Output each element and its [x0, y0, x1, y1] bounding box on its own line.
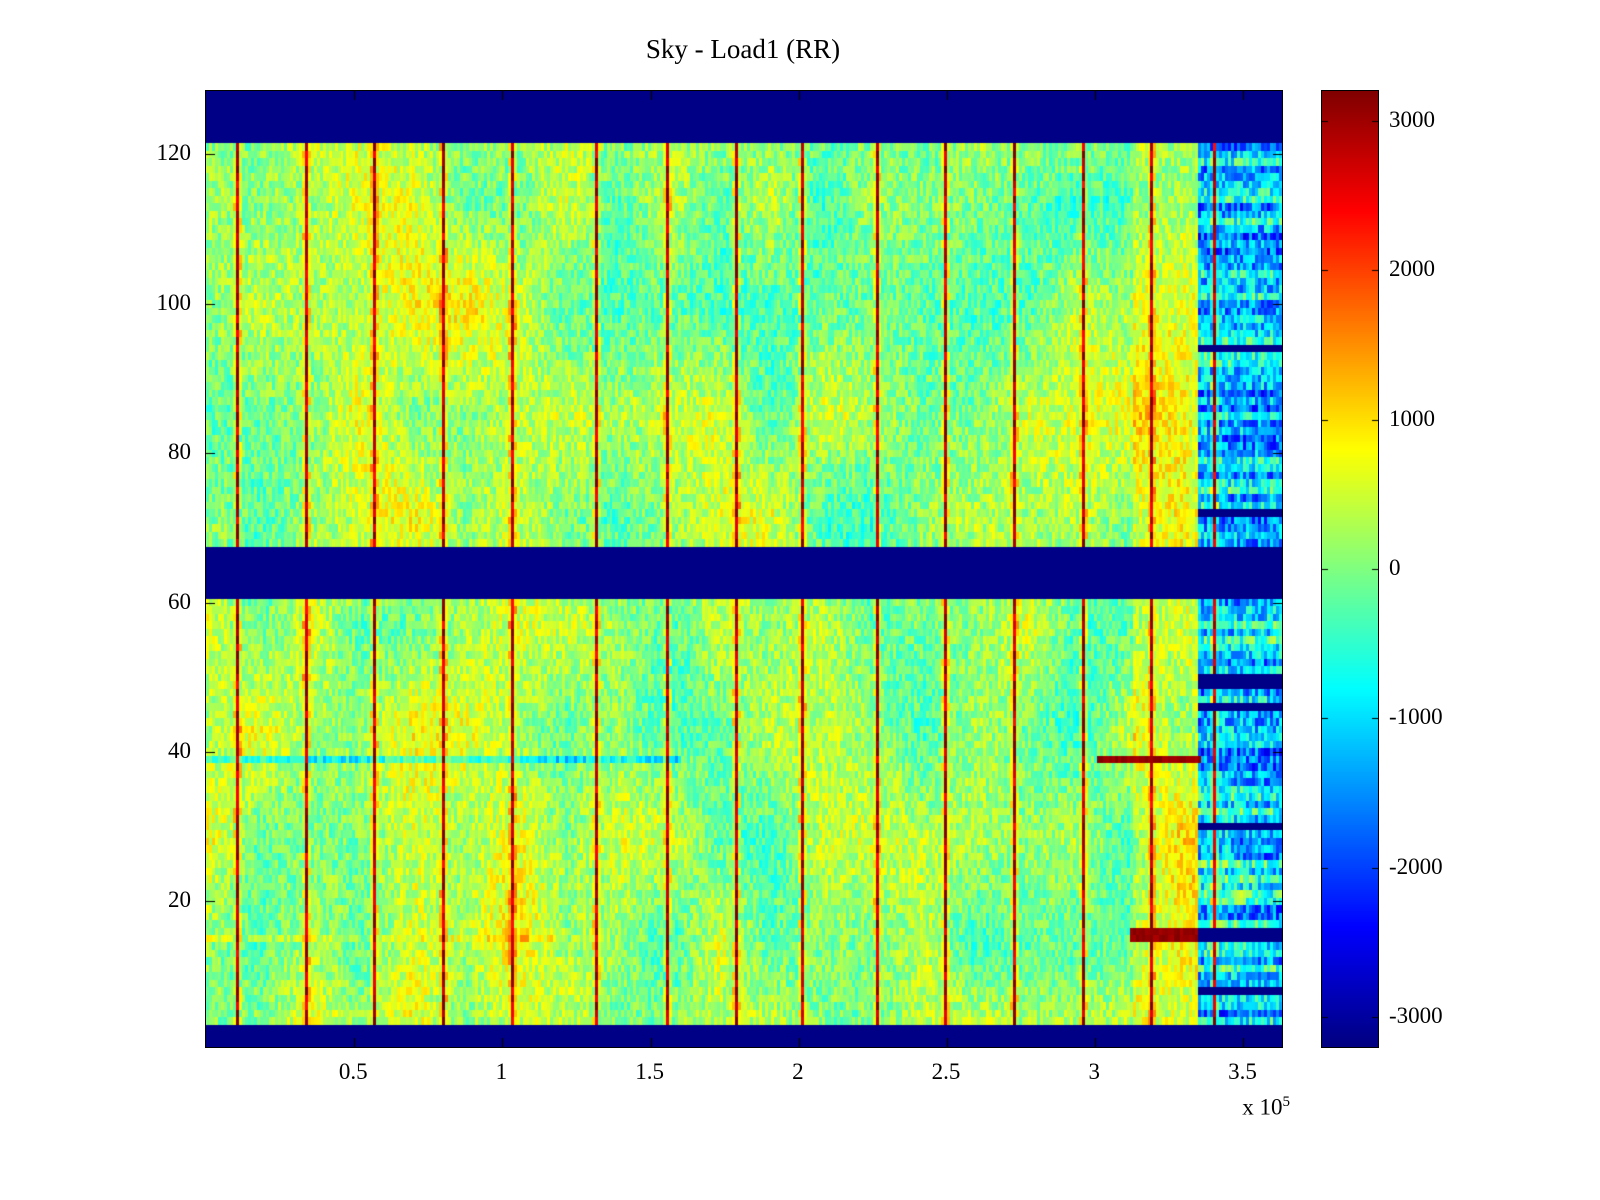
x-axis-exponent-power: 5: [1282, 1094, 1291, 1110]
y-tick-label: 80: [168, 439, 191, 465]
colorbar-canvas: [1321, 90, 1379, 1048]
colorbar-tick-label: -1000: [1389, 704, 1443, 730]
y-tick-label: 60: [168, 588, 191, 614]
heatmap-canvas: [205, 90, 1283, 1048]
chart-title: Sky - Load1 (RR): [645, 34, 841, 64]
x-tick-label: 2: [792, 1059, 804, 1084]
y-tick-label: 100: [156, 289, 192, 315]
x-tick-label: 1: [495, 1059, 508, 1084]
colorbar-tick-label: -3000: [1389, 1003, 1443, 1029]
colorbar-tick-label: 2000: [1389, 256, 1435, 282]
colorbar-tick-label: -2000: [1389, 853, 1443, 879]
y-tick-label: 120: [156, 140, 192, 166]
x-tick-label: 3.5: [1228, 1059, 1257, 1084]
colorbar-tick-label: 1000: [1389, 405, 1435, 431]
x-tick-label: 3: [1088, 1059, 1101, 1084]
colorbar-tick-label: 3000: [1389, 106, 1435, 132]
x-axis-exponent-label: x 105: [1120, 1094, 1290, 1121]
x-axis-exponent-base: x 10: [1242, 1094, 1283, 1120]
x-tick-label: 2.5: [931, 1059, 961, 1084]
x-tick-label: 0.5: [338, 1059, 368, 1084]
colorbar-tick-label: 0: [1389, 555, 1401, 580]
y-tick-label: 40: [168, 737, 191, 763]
x-tick-label: 1.5: [635, 1059, 664, 1084]
y-tick-label: 20: [168, 887, 191, 913]
